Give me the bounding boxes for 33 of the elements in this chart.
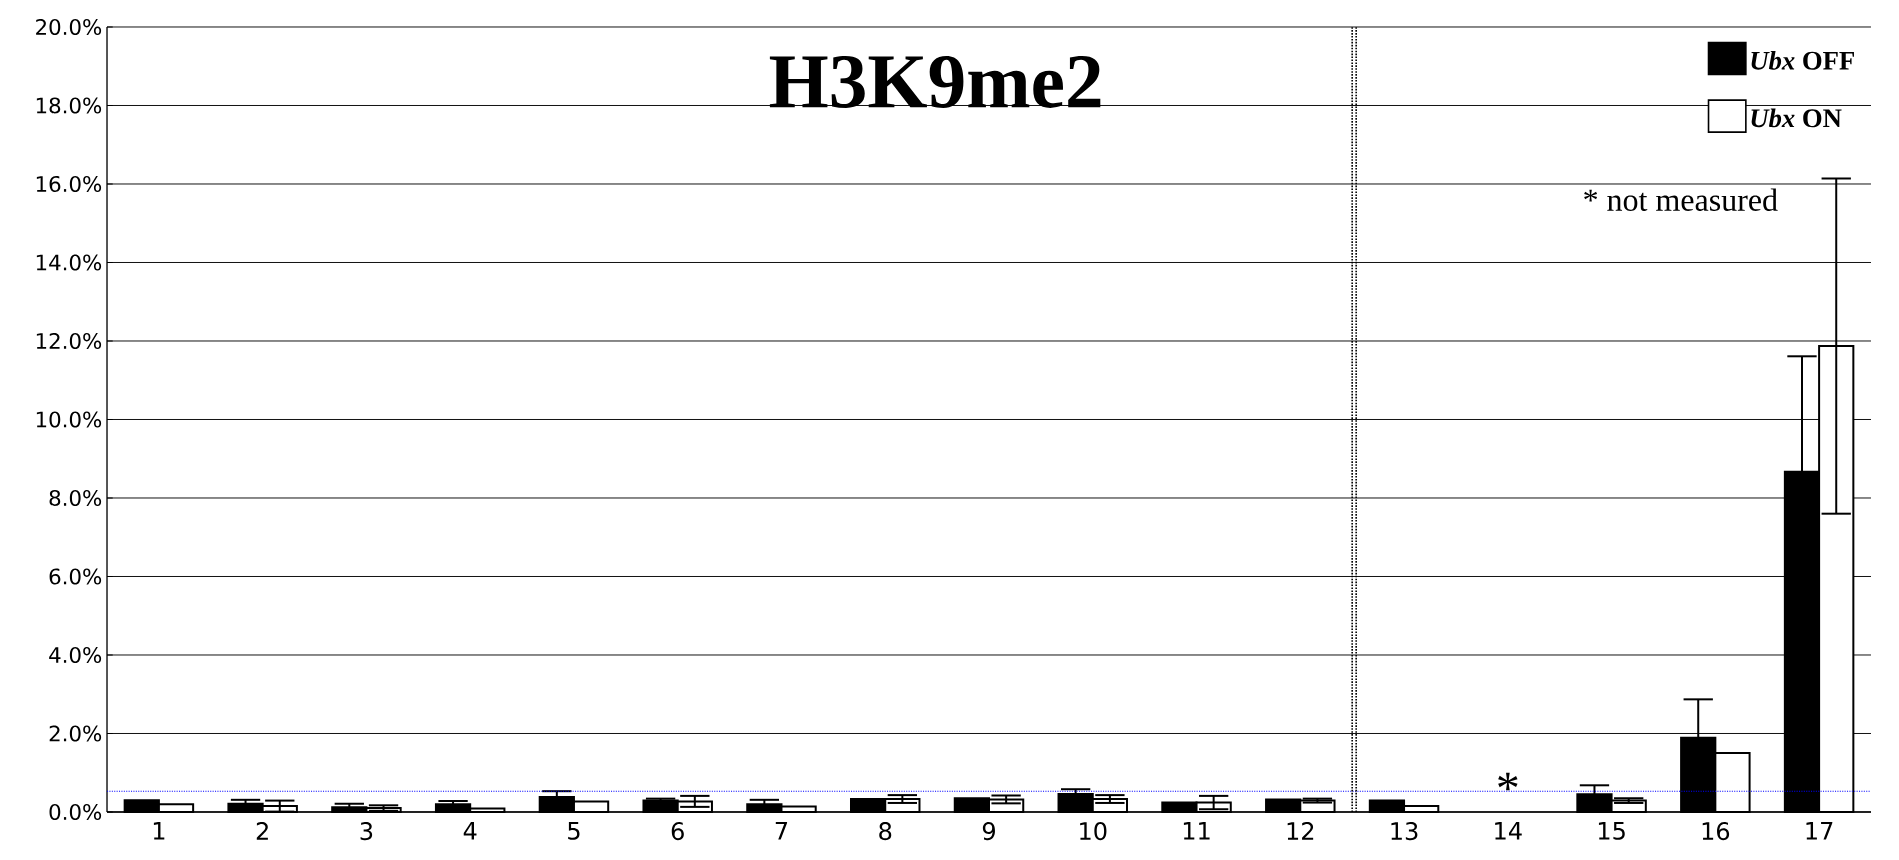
x-tick-label: 8 — [879, 822, 892, 841]
chart-title: H3K9me2 — [769, 55, 1101, 108]
x-tick-label: 3 — [360, 822, 373, 841]
x-tick-label: 1 — [153, 822, 165, 840]
y-tick-label: 18.0% — [36, 97, 102, 114]
y-tick-label: 8.0% — [49, 489, 102, 507]
x-tick-label: 5 — [568, 822, 580, 840]
x-tick-label: 2 — [256, 822, 268, 840]
x-tick-label: 9 — [982, 822, 995, 841]
x-tick-label: 11 — [1183, 822, 1210, 840]
x-tick-label: 10 — [1080, 822, 1107, 841]
x-tick-label: 17 — [1806, 822, 1833, 840]
x-tick-label: 7 — [775, 822, 788, 840]
y-tick-label: 4.0% — [49, 646, 102, 664]
x-tick-label: 13 — [1391, 822, 1418, 841]
y-tick-label: 20.0% — [36, 18, 102, 36]
y-tick-label: 12.0% — [36, 332, 102, 350]
x-tick-label: 6 — [671, 822, 684, 841]
legend-label: Ubx ON — [1751, 108, 1842, 128]
x-tick-label: 15 — [1598, 822, 1625, 840]
x-tick-label: 4 — [463, 822, 477, 840]
y-tick-label: 0.0% — [49, 803, 102, 821]
legend-label: Ubx OFF — [1751, 50, 1854, 70]
y-tick-label: 6.0% — [49, 568, 102, 585]
annotation: * — [1498, 772, 1518, 791]
y-tick-label: 14.0% — [36, 254, 102, 271]
y-tick-label: 10.0% — [36, 411, 102, 428]
y-tick-label: 2.0% — [49, 725, 102, 742]
x-tick-label: 12 — [1287, 822, 1314, 840]
x-tick-label: 16 — [1702, 822, 1730, 841]
annotation: * not measured — [1584, 188, 1778, 211]
x-tick-label: 14 — [1495, 822, 1522, 840]
y-tick-label: 16.0% — [36, 175, 102, 193]
